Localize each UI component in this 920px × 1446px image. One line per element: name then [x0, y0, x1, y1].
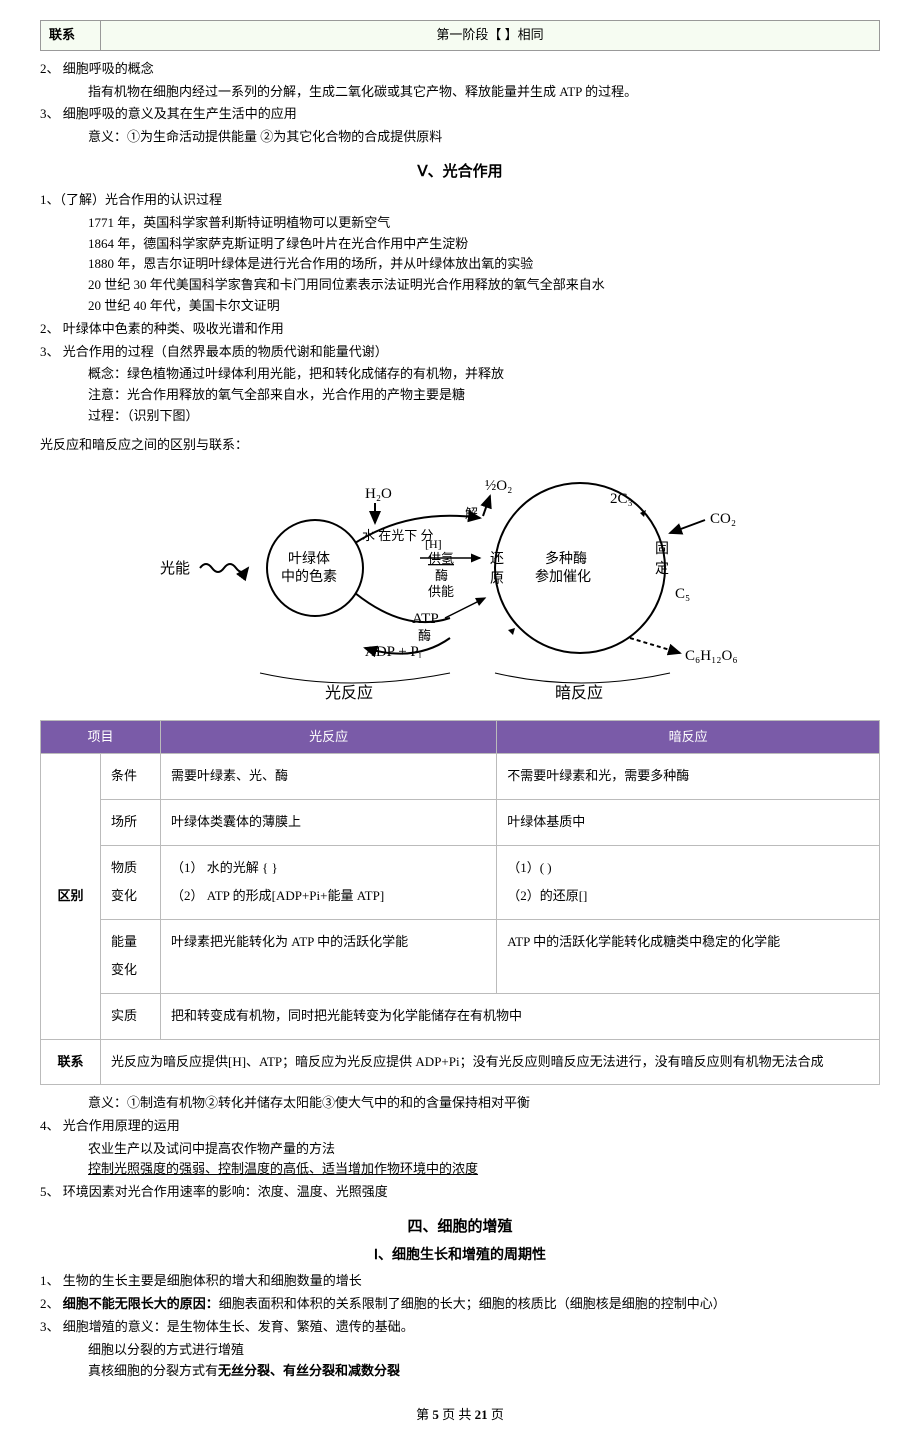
sec4-n3-1: 细胞以分裂的方式进行增殖 [40, 1340, 880, 1361]
sec4-n2-bold: 细胞不能无限长大的原因： [63, 1296, 219, 1311]
relation-table: 联系 第一阶段【 】相同 [40, 20, 880, 51]
r1-l: 需要叶绿素、光、酶 [161, 754, 497, 800]
svg-text:原: 原 [490, 572, 504, 587]
r3-l: （1） 水的光解 { } （2） ATP 的形成[ADP+Pi+能量 ATP] [161, 845, 497, 919]
d-enz2: 酶 [418, 628, 431, 643]
r3-r: （1）( ) （2）的还原[] [497, 845, 880, 919]
sec4-n3-2a: 真核细胞的分裂方式有 [88, 1363, 218, 1378]
sec4-n2: 2、 细胞不能无限长大的原因：细胞表面积和体积的关系限制了细胞的长大；细胞的核质… [40, 1294, 880, 1315]
r4-l: 叶绿素把光能转化为 ATP 中的活跃化学能 [161, 919, 497, 993]
d-enz: 酶 [435, 568, 448, 583]
sec3-meaning: 意义：①制造有机物②转化并储存太阳能③使大气中的和的含量保持相对平衡 [40, 1093, 880, 1114]
sec2-l5: 20 世纪 40 年代，美国卡尔文证明 [40, 296, 880, 317]
sec2-n2: 2、 叶绿体中色素的种类、吸收光谱和作用 [40, 319, 880, 340]
sec1-n2-body: 指有机物在细胞内经过一系列的分解，生成二氧化碳或其它产物、释放能量并生成 ATP… [40, 82, 880, 103]
sec1-n3: 3、 细胞呼吸的意义及其在生产生活中的应用 [40, 104, 880, 125]
footer-pre: 第 [416, 1407, 432, 1422]
sec2-l4: 20 世纪 30 年代美国科学家鲁宾和卡门用同位素表示法证明光合作用释放的氧气全… [40, 275, 880, 296]
d-glucose: C₆H₁₂O₆ [685, 648, 738, 664]
r2-l: 叶绿体类囊体的薄膜上 [161, 799, 497, 845]
d-half-o2: ½O₂ [485, 478, 512, 494]
photosynthesis-diagram: 光能 叶绿体 中的色素 H₂O 水 在光下 分 解 ½O₂ [H] 供氢 酶 供… [150, 468, 770, 708]
relation-right: 第一阶段【 】相同 [101, 21, 880, 51]
d-energy: 供能 [428, 584, 454, 599]
footer-mid: 页 共 [439, 1407, 475, 1422]
d-split: 水 在光下 分 [362, 528, 434, 543]
comparison-table: 项目 光反应 暗反应 区别 条件 需要叶绿素、光、酶 不需要叶绿素和光，需要多种… [40, 720, 880, 1086]
sec2-n3-c: 概念：绿色植物通过叶绿体利用光能，把和转化成储存的有机物，并释放 [40, 364, 880, 385]
sec4-n2-rest: 细胞表面积和体积的关系限制了细胞的长大；细胞的核质比（细胞核是细胞的控制中心） [219, 1296, 726, 1311]
d-atp: ATP [412, 611, 439, 627]
sec3-n4-1: 农业生产以及试问中提高农作物产量的方法 [40, 1139, 880, 1160]
sec3-n4-2: 控制光照强度的强弱、控制温度的高低、适当增加作物环境中的浓度 [40, 1159, 880, 1180]
r6-l: 光反应为暗反应提供[H]、ATP；暗反应为光反应提供 ADP+Pi；没有光反应则… [101, 1039, 880, 1085]
diff-title: 光反应和暗反应之间的区别与联系： [40, 435, 880, 456]
heading-v: Ⅴ、光合作用 [40, 160, 880, 184]
th-project: 项目 [41, 720, 161, 754]
d-multi-2: 参加催化 [535, 568, 591, 585]
r5-l: 把和转变成有机物，同时把光能转变为化学能储存在有机物中 [161, 993, 880, 1039]
footer-tot: 21 [475, 1407, 488, 1422]
th-dark: 暗反应 [497, 720, 880, 754]
heading-4-1: Ⅰ、细胞生长和增殖的周期性 [40, 1245, 880, 1267]
d-h2o: H₂O [365, 486, 392, 502]
sec4-n3-2b: 无丝分裂、有丝分裂和减数分裂 [218, 1363, 400, 1378]
svg-text:[H]: [H] [425, 537, 442, 551]
heading-4: 四、细胞的增殖 [40, 1215, 880, 1239]
footer-suf: 页 [488, 1407, 504, 1422]
r4-r: ATP 中的活跃化学能转化成糖类中稳定的化学能 [497, 919, 880, 993]
sec2-l1: 1771 年，英国科学家普利斯特证明植物可以更新空气 [40, 213, 880, 234]
sec4-n3-2: 真核细胞的分裂方式有无丝分裂、有丝分裂和减数分裂 [40, 1361, 880, 1382]
d-chloro-1: 叶绿体 [288, 551, 330, 567]
sec2-n3: 3、 光合作用的过程（自然界最本质的物质代谢和能量代谢） [40, 342, 880, 363]
d-dark-label: 暗反应 [555, 683, 603, 702]
r1-sub: 条件 [101, 754, 161, 800]
sec4-n3: 3、 细胞增殖的意义：是生物体生长、发育、繁殖、遗传的基础。 [40, 1317, 880, 1338]
svg-text:还: 还 [490, 551, 504, 567]
rowgroup-diff: 区别 [41, 754, 101, 1039]
page-footer: 第 5 页 共 21 页 [40, 1405, 880, 1426]
th-light: 光反应 [161, 720, 497, 754]
r3-sub: 物质 变化 [101, 845, 161, 919]
d-multi-1: 多种酶 [545, 550, 587, 567]
sec2-n3-proc: 过程：（识别下图） [40, 406, 880, 427]
d-co2: CO₂ [710, 511, 736, 527]
svg-text:解: 解 [465, 506, 478, 521]
d-light-label: 光反应 [325, 683, 373, 702]
sec2-n3-note: 注意：光合作用释放的氧气全部来自水，光合作用的产物主要是糖 [40, 385, 880, 406]
sec1-n2: 2、 细胞呼吸的概念 [40, 59, 880, 80]
r4-sub: 能量 变化 [101, 919, 161, 993]
r2-sub: 场所 [101, 799, 161, 845]
r1-r: 不需要叶绿素和光，需要多种酶 [497, 754, 880, 800]
d-chloro-2: 中的色素 [281, 568, 337, 585]
sec3-n4: 4、 光合作用原理的运用 [40, 1116, 880, 1137]
r2-r: 叶绿体基质中 [497, 799, 880, 845]
rowgroup-rel: 联系 [41, 1039, 101, 1085]
sec4-n2-pre: 2、 [40, 1296, 63, 1311]
sec2-l2: 1864 年，德国科学家萨克斯证明了绿色叶片在光合作用中产生淀粉 [40, 234, 880, 255]
sec1-n3-body: 意义：①为生命活动提供能量 ②为其它化合物的合成提供原料 [40, 127, 880, 148]
r5-sub: 实质 [101, 993, 161, 1039]
d-light: 光能 [160, 560, 190, 577]
sec2-n1: 1、（了解）光合作用的认识过程 [40, 190, 880, 211]
sec2-l3: 1880 年，恩吉尔证明叶绿体是进行光合作用的场所，并从叶绿体放出氧的实验 [40, 254, 880, 275]
sec3-n5: 5、 环境因素对光合作用速率的影响：浓度、温度、光照强度 [40, 1182, 880, 1203]
svg-text:定: 定 [655, 561, 669, 577]
svg-text:固: 固 [655, 542, 669, 557]
d-c5: C₅ [675, 586, 690, 602]
d-2c3: 2C₃ [610, 491, 633, 507]
relation-left: 联系 [41, 21, 101, 51]
sec4-n1: 1、 生物的生长主要是细胞体积的增大和细胞数量的增长 [40, 1271, 880, 1292]
